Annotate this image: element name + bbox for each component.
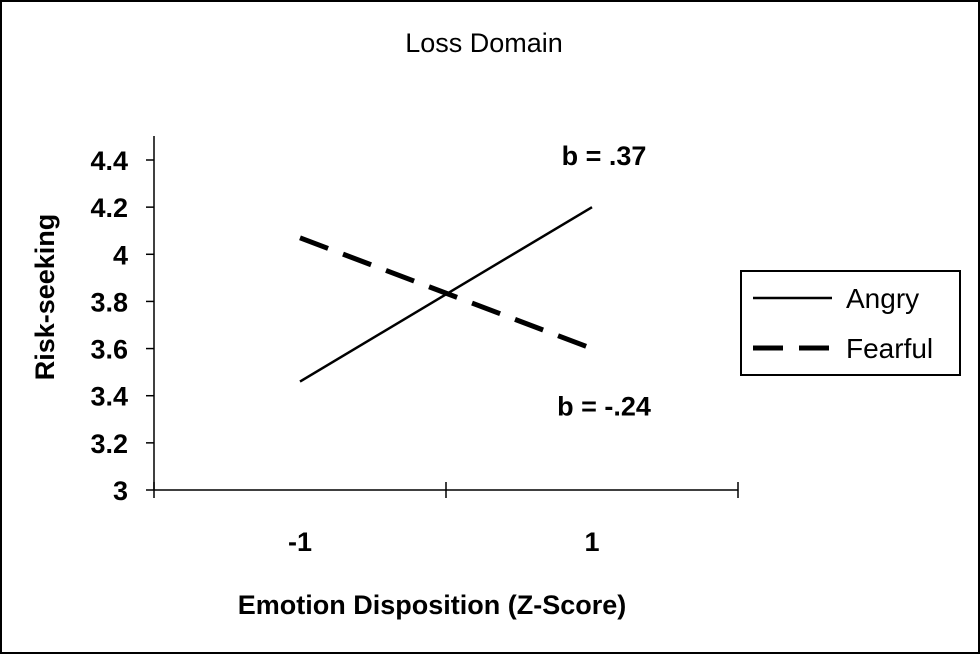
y-axis-label: Risk-seeking — [30, 214, 60, 381]
y-tick-label: 3.2 — [90, 429, 128, 459]
legend: Angry Fearful — [740, 270, 961, 376]
y-tick-label: 4 — [113, 240, 128, 270]
x-tick-label: 1 — [584, 527, 599, 557]
chart-title: Loss Domain — [405, 28, 563, 58]
y-tick-label: 4.4 — [90, 146, 128, 176]
x-ticks: -1 1 — [153, 482, 739, 557]
legend-label-fearful: Fearful — [846, 333, 933, 364]
y-tick-label: 3 — [113, 476, 128, 506]
x-axis-label: Emotion Disposition (Z-Score) — [238, 590, 627, 620]
legend-box — [740, 270, 961, 376]
y-tick-label: 3.8 — [90, 287, 128, 317]
y-tick-label: 3.6 — [90, 335, 128, 365]
series-layer — [299, 206, 593, 383]
slope-annotation-angry: b = .37 — [562, 141, 647, 171]
y-tick-label: 3.4 — [90, 382, 128, 412]
annotations: b = .37 b = -.24 — [557, 141, 651, 421]
series-line-fearful — [299, 235, 593, 351]
y-tick-label: 4.2 — [90, 193, 128, 223]
y-ticks: 3 3.2 3.4 3.6 3.8 4 4.2 4.4 — [90, 146, 154, 506]
legend-label-angry: Angry — [846, 283, 919, 314]
x-tick-label: -1 — [288, 527, 312, 557]
axes — [153, 136, 738, 491]
slope-annotation-fearful: b = -.24 — [557, 392, 651, 422]
